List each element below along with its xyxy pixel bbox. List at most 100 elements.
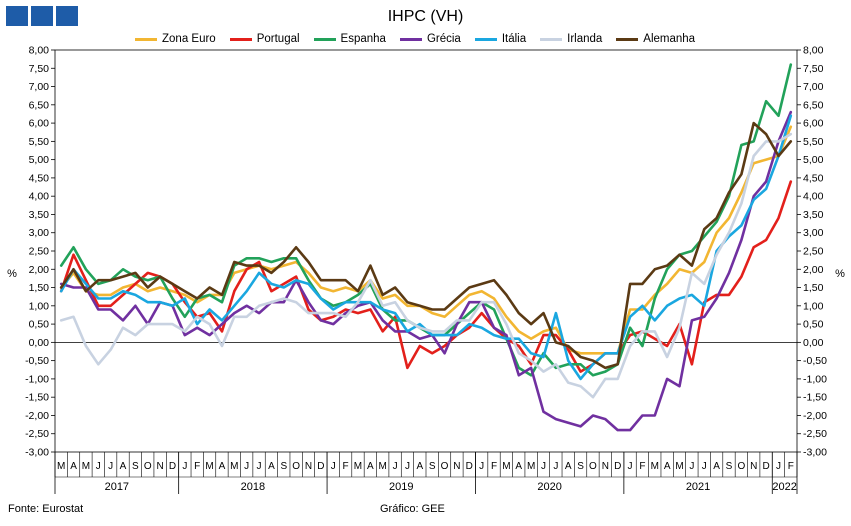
y-tick-label-left: 4,00	[29, 191, 50, 203]
y-tick-label-right: 1,00	[803, 300, 824, 312]
x-tick-label: M	[82, 461, 90, 472]
series-line-irlanda	[59, 132, 793, 399]
y-tick-label-right: 0,00	[803, 337, 824, 349]
y-tick-label-left: 3,00	[29, 227, 50, 239]
year-label: 2021	[686, 481, 710, 493]
y-tick-label-left: -1,00	[25, 373, 49, 385]
x-tick-label: J	[689, 461, 694, 472]
y-axis-label-left: %	[7, 268, 17, 280]
x-tick-label: D	[762, 461, 769, 472]
y-tick-label-left: 5,50	[29, 136, 50, 148]
y-tick-label-left: 1,00	[29, 300, 50, 312]
legend-swatch	[474, 37, 497, 41]
legend-swatch	[616, 37, 639, 41]
x-tick-label: O	[737, 461, 745, 472]
x-tick-label: J	[244, 461, 249, 472]
logo-block-2	[31, 6, 53, 26]
x-tick-label: J	[702, 461, 707, 472]
x-tick-label: J	[541, 461, 546, 472]
x-tick-label: J	[479, 461, 484, 472]
y-tick-label-left: 5,00	[29, 154, 50, 166]
source-note: Fonte: Eurostat	[8, 503, 84, 515]
x-tick-label: J	[628, 461, 633, 472]
x-tick-label: A	[515, 461, 522, 472]
y-axis-label-right: %	[835, 268, 845, 280]
legend-swatch	[229, 37, 252, 41]
x-tick-label: O	[441, 461, 449, 472]
y-tick-label-right: -1,50	[803, 392, 827, 404]
legend-label: Portugal	[256, 33, 300, 45]
y-tick-label-right: 1,50	[803, 282, 824, 294]
x-tick-label: J	[405, 461, 410, 472]
y-tick-label-left: 7,50	[29, 63, 50, 75]
y-tick-label-left: 2,50	[29, 246, 50, 258]
legend-label: Irlanda	[567, 33, 603, 45]
y-tick-label-right: 2,00	[803, 264, 824, 276]
y-tick-label-right: 2,50	[803, 246, 824, 258]
series-line-zona-euro	[59, 125, 793, 355]
x-tick-label: D	[169, 461, 176, 472]
legend-item: Alemanha	[616, 33, 695, 45]
series-line-alemanha	[59, 121, 793, 370]
y-tick-label-right: 6,50	[803, 99, 824, 111]
x-tick-label: A	[664, 461, 671, 472]
x-tick-label: A	[565, 461, 572, 472]
series-line-espanha	[59, 63, 793, 377]
legend-swatch	[135, 37, 157, 41]
y-tick-label-right: 7,00	[803, 81, 824, 93]
x-tick-label: A	[416, 461, 423, 472]
y-tick-label-left: 2,00	[29, 264, 50, 276]
y-tick-label-right: 3,50	[803, 209, 824, 221]
year-label: 2017	[105, 481, 129, 493]
x-tick-label: J	[776, 461, 781, 472]
x-tick-label: N	[602, 461, 609, 472]
x-tick-label: S	[280, 461, 287, 472]
x-tick-label: N	[453, 461, 460, 472]
y-tick-label-right: -3,00	[803, 447, 827, 459]
x-tick-label: S	[429, 461, 436, 472]
legend-swatch	[399, 37, 422, 41]
y-tick-label-left: 6,00	[29, 118, 50, 130]
legend-label: Espanha	[340, 33, 386, 45]
x-tick-label: M	[502, 461, 510, 472]
x-tick-label: F	[639, 461, 645, 472]
chart-credit: Gráfico: GEE	[380, 503, 445, 515]
y-tick-label-left: -0,50	[25, 355, 49, 367]
x-tick-label: M	[675, 461, 683, 472]
y-tick-label-left: 3,50	[29, 209, 50, 221]
legend-label: Zona Euro	[162, 33, 216, 45]
y-tick-label-left: 7,00	[29, 81, 50, 93]
series-line-portugal	[59, 180, 793, 373]
x-tick-label: M	[379, 461, 387, 472]
x-tick-label: F	[788, 461, 794, 472]
legend-label: Grécia	[426, 33, 461, 45]
legend-swatch	[313, 37, 336, 41]
y-tick-label-right: 6,00	[803, 118, 824, 130]
x-tick-label: J	[331, 461, 336, 472]
x-tick-label: N	[156, 461, 163, 472]
y-tick-label-left: 1,50	[29, 282, 50, 294]
x-tick-label: M	[651, 461, 659, 472]
x-tick-label: D	[466, 461, 473, 472]
chart-title: IHPC (VH)	[387, 8, 464, 25]
y-tick-label-right: 0,50	[803, 319, 824, 331]
legend-item: Portugal	[229, 33, 300, 45]
year-label: 2018	[241, 481, 265, 493]
x-tick-label: J	[257, 461, 262, 472]
x-tick-label: A	[367, 461, 374, 472]
legend-item: Itália	[474, 33, 526, 45]
x-tick-label: O	[144, 461, 152, 472]
x-tick-label: A	[219, 461, 226, 472]
y-tick-label-right: 3,00	[803, 227, 824, 239]
year-label: 2022	[772, 481, 796, 493]
y-tick-label-right: 4,50	[803, 172, 824, 184]
y-tick-label-right: -0,50	[803, 355, 827, 367]
y-tick-label-right: 4,00	[803, 191, 824, 203]
legend-item: Zona Euro	[135, 33, 216, 45]
x-tick-label: M	[230, 461, 238, 472]
y-tick-label-right: 8,00	[803, 45, 824, 57]
plot-frame	[54, 49, 798, 453]
logo-block-3	[56, 6, 78, 26]
legend-item: Irlanda	[540, 33, 602, 45]
